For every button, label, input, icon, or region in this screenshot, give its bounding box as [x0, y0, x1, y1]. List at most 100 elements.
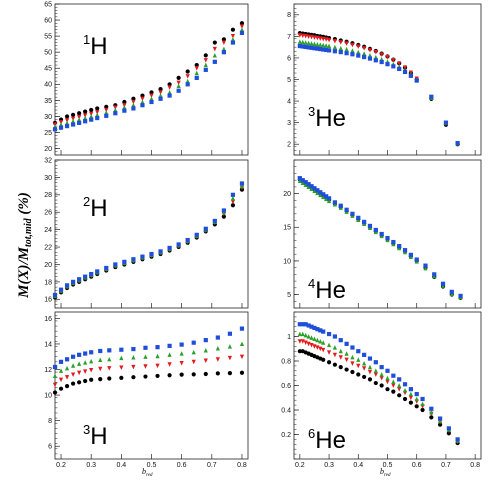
- data-point: [221, 37, 226, 42]
- data-point: [318, 46, 323, 52]
- data-point: [414, 257, 419, 262]
- data-point: [312, 325, 317, 331]
- data-point: [362, 374, 367, 380]
- data-point: [300, 322, 305, 327]
- series-4: [52, 326, 245, 370]
- data-point: [303, 340, 308, 346]
- panel-frame: [293, 3, 482, 156]
- data-point: [312, 46, 317, 51]
- y-tick-label: 20: [44, 262, 52, 269]
- y-tick-label: 22: [44, 244, 52, 251]
- data-point: [309, 184, 314, 189]
- data-point: [367, 56, 373, 61]
- data-point: [167, 89, 172, 95]
- data-point: [185, 82, 190, 87]
- data-point: [303, 40, 308, 45]
- data-point: [95, 112, 100, 117]
- data-point: [167, 362, 172, 367]
- data-point: [332, 44, 338, 50]
- y-tick-label: 12: [44, 367, 52, 374]
- data-point: [446, 431, 451, 436]
- data-point: [58, 125, 64, 130]
- data-point: [420, 396, 425, 402]
- y-tick-label: 7: [287, 34, 291, 41]
- data-point: [70, 118, 76, 124]
- data-point: [356, 349, 361, 354]
- data-point: [321, 329, 326, 334]
- data-point: [221, 50, 226, 55]
- data-point: [52, 364, 58, 370]
- data-point: [155, 363, 160, 369]
- x-tick-label: 0.8: [470, 462, 480, 469]
- data-point: [309, 335, 314, 340]
- series-4: [52, 30, 245, 132]
- data-point: [385, 387, 390, 392]
- data-point: [143, 354, 148, 359]
- data-point: [300, 33, 305, 39]
- data-point: [350, 52, 355, 57]
- x-tick-label: 0.4: [353, 462, 363, 469]
- data-point: [350, 345, 355, 350]
- y-tick-label: 5: [287, 292, 291, 299]
- data-point: [77, 380, 82, 385]
- data-point: [326, 198, 332, 204]
- data-point: [303, 180, 308, 185]
- y-tick-label: 60: [44, 17, 52, 24]
- y-tick-label: 18: [44, 279, 52, 286]
- data-point: [344, 351, 349, 356]
- data-point: [315, 337, 320, 343]
- data-point: [306, 45, 311, 50]
- x-tick-label: 0.4: [116, 462, 126, 469]
- data-point: [149, 99, 154, 105]
- data-point: [167, 352, 172, 357]
- data-point: [429, 410, 434, 415]
- data-point: [312, 41, 317, 47]
- data-point: [338, 365, 343, 370]
- data-point: [70, 372, 76, 378]
- y-tick-label: 40: [44, 82, 52, 89]
- series-3: [52, 27, 245, 129]
- data-point: [429, 406, 434, 411]
- data-point: [385, 62, 390, 67]
- data-point: [203, 67, 208, 72]
- data-point: [239, 21, 245, 26]
- y-tick-label: 10: [44, 392, 52, 399]
- data-point: [64, 375, 70, 380]
- data-point: [167, 245, 172, 251]
- data-point: [77, 114, 82, 120]
- nuclide-label: 1H: [83, 32, 108, 60]
- data-point: [143, 374, 148, 379]
- data-point: [158, 90, 163, 95]
- data-point: [230, 40, 236, 45]
- data-point: [306, 334, 311, 339]
- data-point: [98, 357, 103, 363]
- data-point: [385, 235, 390, 241]
- data-point: [326, 342, 332, 348]
- data-point: [70, 122, 76, 127]
- data-point: [167, 343, 172, 348]
- y-tick-label: 0.6: [281, 383, 291, 390]
- data-point: [89, 358, 94, 364]
- data-point: [321, 347, 326, 353]
- data-point: [113, 107, 118, 113]
- data-point: [303, 332, 308, 338]
- data-point: [318, 42, 323, 47]
- data-point: [131, 99, 136, 105]
- data-point: [332, 352, 338, 358]
- data-point: [149, 251, 154, 257]
- data-point: [385, 379, 390, 385]
- data-point: [297, 39, 302, 44]
- data-point: [131, 96, 136, 101]
- data-point: [155, 373, 160, 379]
- data-point: [176, 83, 181, 89]
- data-point: [83, 115, 88, 121]
- series-3: [52, 341, 245, 379]
- data-point: [414, 78, 419, 83]
- data-point: [338, 203, 343, 208]
- data-point: [356, 53, 361, 58]
- data-point: [356, 372, 361, 377]
- data-point: [397, 61, 402, 66]
- data-point: [373, 58, 378, 63]
- data-point: [131, 346, 136, 352]
- data-point: [77, 361, 82, 366]
